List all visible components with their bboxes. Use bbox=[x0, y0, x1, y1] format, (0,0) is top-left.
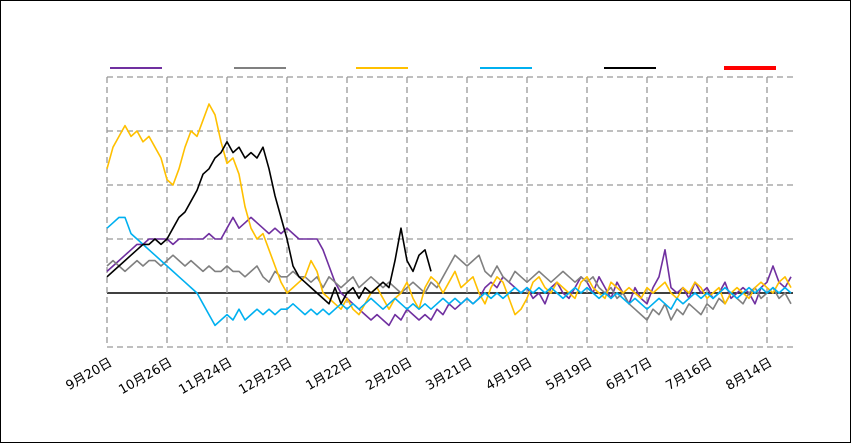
series-line bbox=[106, 141, 432, 305]
series-line bbox=[106, 216, 792, 327]
series-line bbox=[106, 254, 792, 321]
